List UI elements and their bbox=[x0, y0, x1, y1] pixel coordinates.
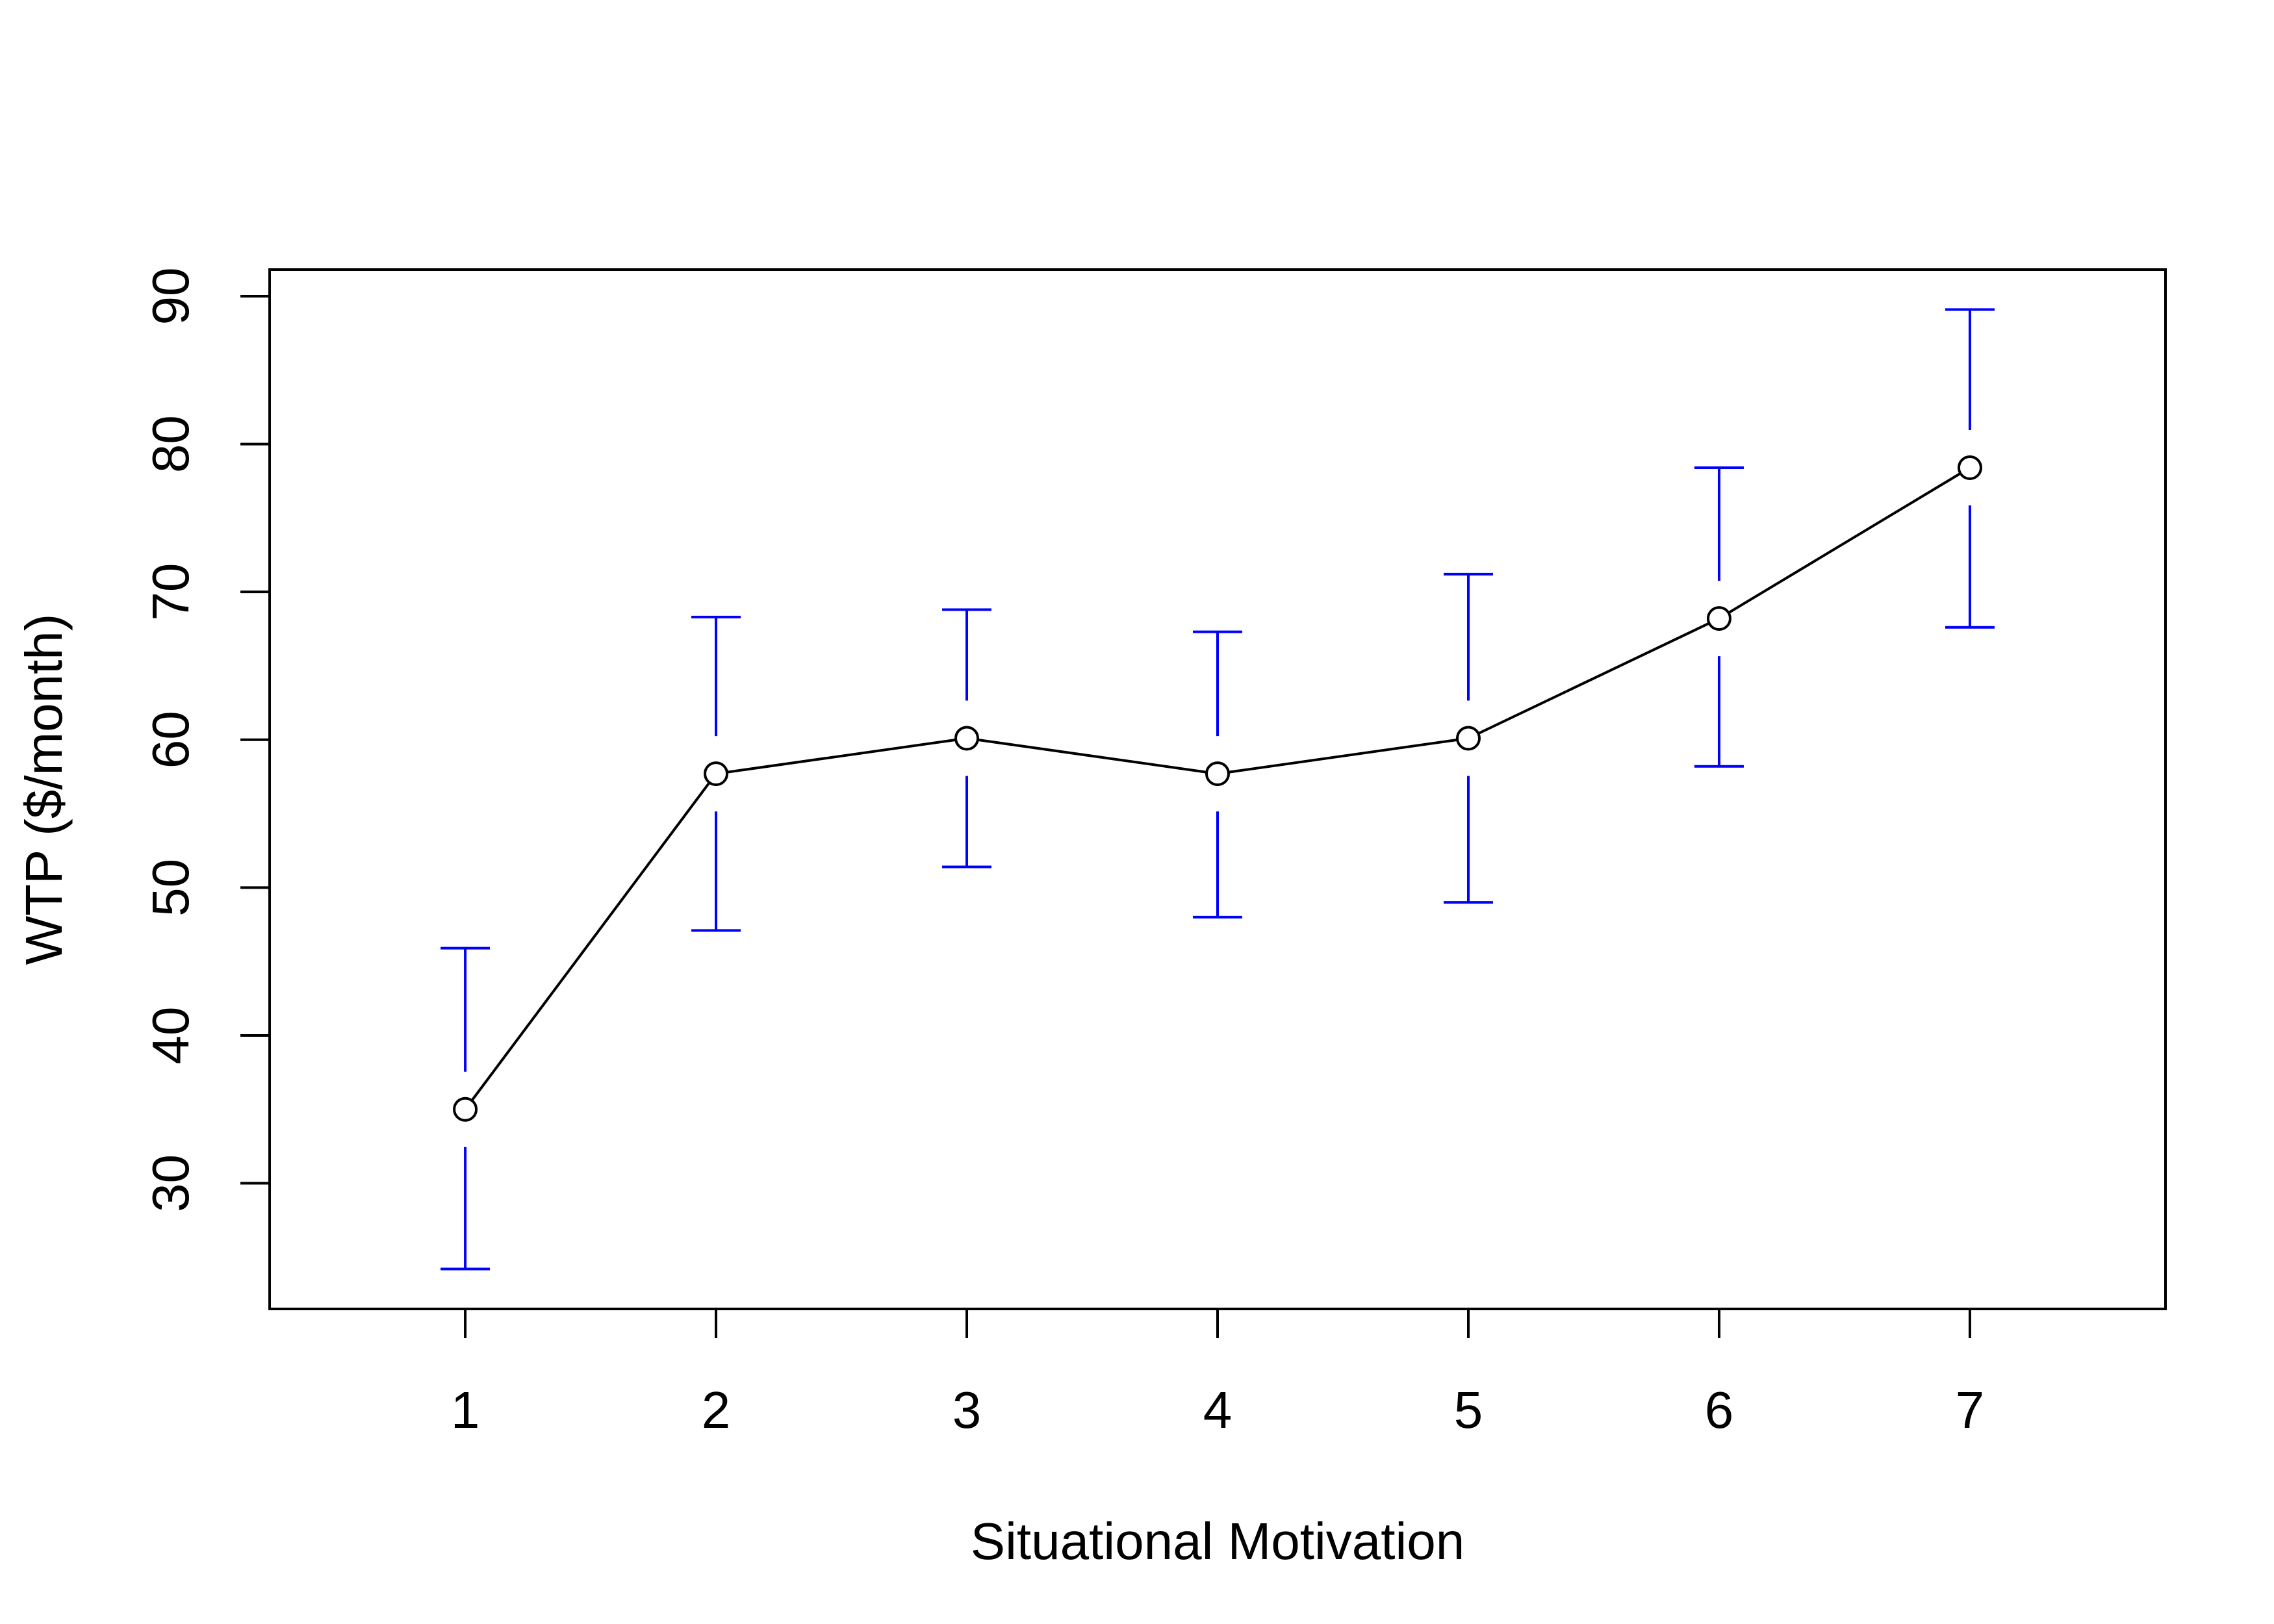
x-axis: 1 2 3 4 5 6 7 bbox=[451, 1309, 1984, 1439]
series-line-segment bbox=[470, 781, 711, 1102]
x-tick-label: 6 bbox=[1705, 1381, 1734, 1439]
error-bar bbox=[1694, 466, 1744, 768]
data-point bbox=[704, 761, 729, 787]
error-bar bbox=[942, 608, 992, 869]
y-axis: 30 40 50 60 70 80 90 bbox=[142, 267, 270, 1212]
y-tick-label: 60 bbox=[142, 711, 199, 768]
error-bar bbox=[1443, 572, 1493, 904]
series-line-segment bbox=[1477, 622, 1710, 735]
error-bar bbox=[441, 946, 491, 1271]
x-tick-label: 7 bbox=[1956, 1381, 1985, 1439]
y-tick-label: 30 bbox=[142, 1154, 199, 1212]
y-tick-label: 90 bbox=[142, 267, 199, 325]
error-bar bbox=[1945, 308, 1995, 629]
data-point bbox=[1205, 761, 1230, 787]
plot-frame bbox=[268, 268, 2167, 1310]
x-axis-label: Situational Motivation bbox=[971, 1512, 1464, 1570]
series-line-segment bbox=[977, 738, 1207, 774]
error-bar bbox=[691, 615, 741, 932]
series-line-group bbox=[470, 472, 1961, 1102]
data-point bbox=[1706, 606, 1731, 631]
data-point bbox=[453, 1097, 478, 1122]
series-line-segment bbox=[1228, 738, 1458, 774]
x-tick-label: 3 bbox=[952, 1381, 982, 1439]
error-bars bbox=[441, 308, 1995, 1271]
error-bar bbox=[1193, 630, 1242, 919]
x-tick-label: 1 bbox=[451, 1381, 480, 1439]
data-point bbox=[1957, 455, 1982, 480]
data-points bbox=[453, 455, 1982, 1122]
series-line-segment bbox=[1728, 472, 1961, 615]
data-point bbox=[954, 726, 980, 751]
series-line-segment bbox=[726, 738, 956, 774]
y-tick-label: 50 bbox=[142, 859, 199, 917]
y-tick-label: 70 bbox=[142, 563, 199, 621]
x-tick-label: 4 bbox=[1203, 1381, 1233, 1439]
x-tick-label: 5 bbox=[1454, 1381, 1483, 1439]
y-tick-label: 80 bbox=[142, 415, 199, 473]
y-axis-label: WTP ($/month) bbox=[15, 614, 73, 965]
x-tick-label: 2 bbox=[702, 1381, 731, 1439]
y-tick-label: 40 bbox=[142, 1006, 199, 1064]
data-point bbox=[1455, 726, 1481, 751]
